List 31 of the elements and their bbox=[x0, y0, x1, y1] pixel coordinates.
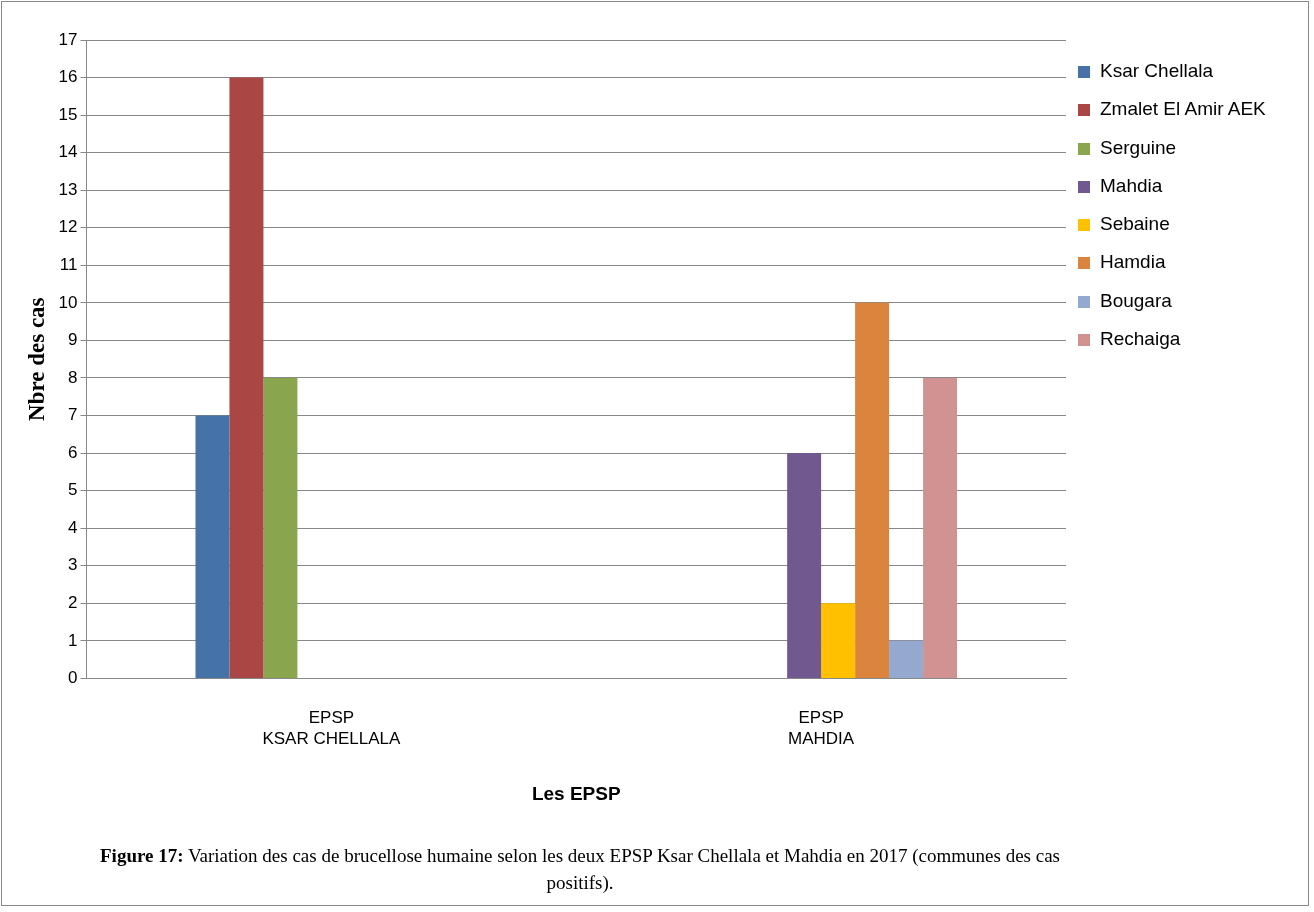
legend-label: Rechaiga bbox=[1100, 328, 1181, 351]
y-axis-title: Nbre des cas bbox=[23, 297, 49, 421]
x-tick-label: EPSP MAHDIA bbox=[788, 708, 855, 748]
y-tick-label: 4 bbox=[68, 517, 78, 537]
y-tick-label: 12 bbox=[58, 217, 78, 237]
legend-label: Zmalet El Amir AEK bbox=[1100, 98, 1266, 121]
y-tick-label: 13 bbox=[58, 179, 78, 199]
legend-label: Ksar Chellala bbox=[1100, 60, 1213, 82]
y-tick-label: 1 bbox=[68, 630, 78, 650]
y-tick-label: 17 bbox=[58, 29, 78, 49]
y-tick-label: 3 bbox=[68, 555, 78, 575]
y-tick-label: 9 bbox=[68, 330, 78, 350]
y-tick-label: 10 bbox=[58, 292, 78, 312]
legend-label: Sebaine bbox=[1100, 213, 1170, 236]
y-tick-label: 15 bbox=[58, 104, 78, 124]
legend-label: Hamdia bbox=[1100, 251, 1166, 274]
y-tick-label: 5 bbox=[68, 480, 78, 500]
legend-label: Bougara bbox=[1100, 289, 1172, 312]
y-tick-label: 2 bbox=[68, 592, 78, 612]
y-tick-label: 8 bbox=[68, 367, 78, 387]
y-tick-label: 11 bbox=[59, 255, 78, 275]
legend-label: Serguine bbox=[1100, 136, 1177, 159]
x-axis-title: Les EPSP bbox=[531, 782, 621, 804]
y-tick-label: 16 bbox=[58, 67, 78, 87]
y-tick-label: 0 bbox=[68, 668, 78, 688]
x-tick-label: EPSP KSAR CHELLALA bbox=[262, 708, 402, 748]
legend-label: Mahdia bbox=[1100, 174, 1163, 197]
text: Figure 17: Variation des cas de brucellose humaine selon les deux EPSP Ksar Chellala et Mahdia en 2017 (communes des cas positifs). bbox=[99, 844, 1061, 895]
y-tick-label: 14 bbox=[58, 142, 78, 162]
y-tick-label: 7 bbox=[68, 405, 78, 425]
y-tick-label: 6 bbox=[68, 442, 78, 462]
